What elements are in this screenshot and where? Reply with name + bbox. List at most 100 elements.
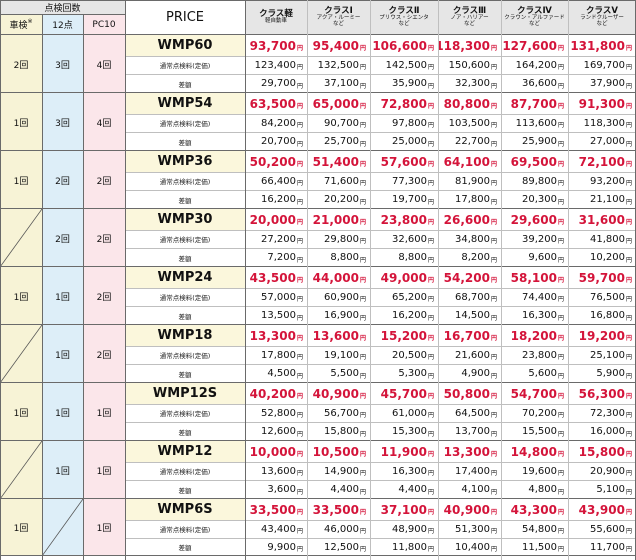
yen-unit: 円: [490, 140, 497, 148]
count-value: 1回: [13, 524, 29, 534]
regular-price: 97,800: [391, 117, 427, 129]
class-header-1: クラスⅠ アクア・ルーミー など: [307, 0, 370, 35]
plan-price-cell: 58,100 円: [501, 267, 568, 288]
price-difference: 4,400: [398, 484, 427, 495]
yen-unit: 円: [557, 102, 564, 110]
price-difference: 5,600: [528, 368, 557, 379]
plan-price: 43,500: [249, 270, 296, 285]
yen-unit: 円: [427, 102, 434, 110]
plan-price: 56,300: [578, 386, 625, 401]
regular-price: 51,300: [454, 523, 490, 535]
count-value: 2回: [55, 176, 70, 187]
section-divider: [0, 498, 636, 499]
plan-price-cell: 18,200 円: [501, 325, 568, 346]
price-difference-cell: 13,700 円: [438, 422, 501, 441]
plan-price-cell: 50,800 円: [438, 383, 501, 404]
section-divider: [0, 382, 636, 383]
section-divider: [0, 440, 636, 441]
row-divider: [125, 520, 636, 521]
diff-label: 差額: [178, 312, 192, 321]
count-cell-shaken: 1回: [0, 383, 42, 441]
yen-unit: 円: [625, 82, 632, 90]
count-cell-c12: 1回: [42, 267, 83, 325]
plan-name-cell: WMP18: [125, 325, 245, 346]
plan-price-cell: 127,600 円: [501, 35, 568, 56]
yen-unit: 円: [359, 392, 366, 400]
count-cell-shaken: [0, 325, 42, 383]
yen-unit: 円: [359, 488, 366, 496]
price-difference-cell: 16,900 円: [307, 306, 370, 325]
yen-unit: 円: [490, 546, 497, 553]
regular-price-cell: 77,300 円: [370, 172, 438, 190]
yen-unit: 円: [296, 140, 303, 148]
price-difference: 5,900: [596, 368, 625, 379]
yen-unit: 円: [490, 314, 497, 322]
yen-unit: 円: [359, 314, 366, 322]
class-header-3: クラスⅢ ノア・ハリアー など: [438, 0, 501, 35]
price-difference: 12,600: [260, 426, 296, 437]
price-difference: 15,300: [391, 426, 427, 437]
yen-unit: 円: [625, 160, 632, 168]
yen-unit: 円: [557, 82, 564, 90]
regular-price: 17,800: [260, 349, 296, 361]
count-cell-c12: 2回: [42, 151, 83, 209]
c12-label: 12点: [52, 21, 73, 31]
plan-price: 91,300: [578, 96, 625, 111]
plan-price-cell: 93,700 円: [245, 35, 307, 56]
count-value: 3回: [55, 118, 70, 129]
yen-unit: 円: [625, 354, 632, 361]
count-cell-pc10: 1回: [83, 383, 125, 441]
row-divider: [125, 404, 636, 405]
count-cell-shaken: 2回: [0, 35, 42, 93]
class-example: ノア・ハリアー: [450, 15, 489, 22]
header-divider: [0, 34, 636, 35]
regular-price: 56,700: [323, 407, 359, 419]
plan-price-cell: 72,800 円: [370, 93, 438, 114]
count-group-header: 点検回数: [0, 0, 125, 14]
price-difference: 25,900: [521, 136, 557, 147]
plan-price: 118,300: [438, 38, 490, 53]
yen-unit: 円: [557, 334, 564, 342]
regular-price: 23,800: [521, 349, 557, 361]
regular-price-cell: 39,200 円: [501, 230, 568, 248]
yen-unit: 円: [490, 430, 497, 438]
regular-price-cell: 16,300 円: [370, 462, 438, 480]
price-difference: 20,200: [323, 194, 359, 205]
plan-name-cell: WMP6S: [125, 499, 245, 520]
yen-unit: 円: [490, 354, 497, 361]
yen-unit: 円: [490, 122, 497, 129]
regular-price-cell: 118,300 円: [568, 114, 636, 132]
plan-price-cell: 16,700 円: [438, 325, 501, 346]
class-header-4: クラスⅣ クラウン・アルファード など: [501, 0, 568, 35]
price-difference: 16,200: [391, 310, 427, 321]
yen-unit: 円: [427, 256, 434, 264]
yen-unit: 円: [359, 372, 366, 380]
yen-unit: 円: [359, 44, 366, 52]
plan-price-cell: 20,000 円: [245, 209, 307, 230]
regular-price-label: 通常点検料(定価): [159, 178, 211, 186]
yen-unit: 円: [296, 450, 303, 458]
plan-name: WMP30: [157, 212, 213, 227]
regular-price-cell: 41,800 円: [568, 230, 636, 248]
price-difference: 35,900: [391, 78, 427, 89]
row-divider: [125, 422, 636, 423]
price-difference-cell: 35,900 円: [370, 74, 438, 93]
price-difference: 14,500: [454, 310, 490, 321]
count-cell-pc10: 1回: [83, 499, 125, 556]
price-difference: 11,700: [589, 541, 625, 553]
price-difference-cell: 9,900 円: [245, 538, 307, 556]
yen-unit: 円: [490, 412, 497, 419]
class-example: クラウン・アルファード: [504, 15, 565, 22]
column-divider: [125, 0, 126, 560]
regular-price-label: 通常点検料(定価): [159, 352, 211, 360]
count-cell-c12: 1回: [42, 383, 83, 441]
count-cell-c12: 3回: [42, 93, 83, 151]
yen-unit: 円: [427, 412, 434, 419]
regular-price: 169,700: [583, 59, 625, 71]
header-divider: [0, 0, 636, 1]
regular-price-cell: 21,600 円: [438, 346, 501, 364]
plan-price-cell: 69,500 円: [501, 151, 568, 172]
slash-line: [42, 499, 83, 556]
count-value: 1回: [13, 408, 29, 419]
price-difference-cell: 17,800 円: [438, 190, 501, 209]
